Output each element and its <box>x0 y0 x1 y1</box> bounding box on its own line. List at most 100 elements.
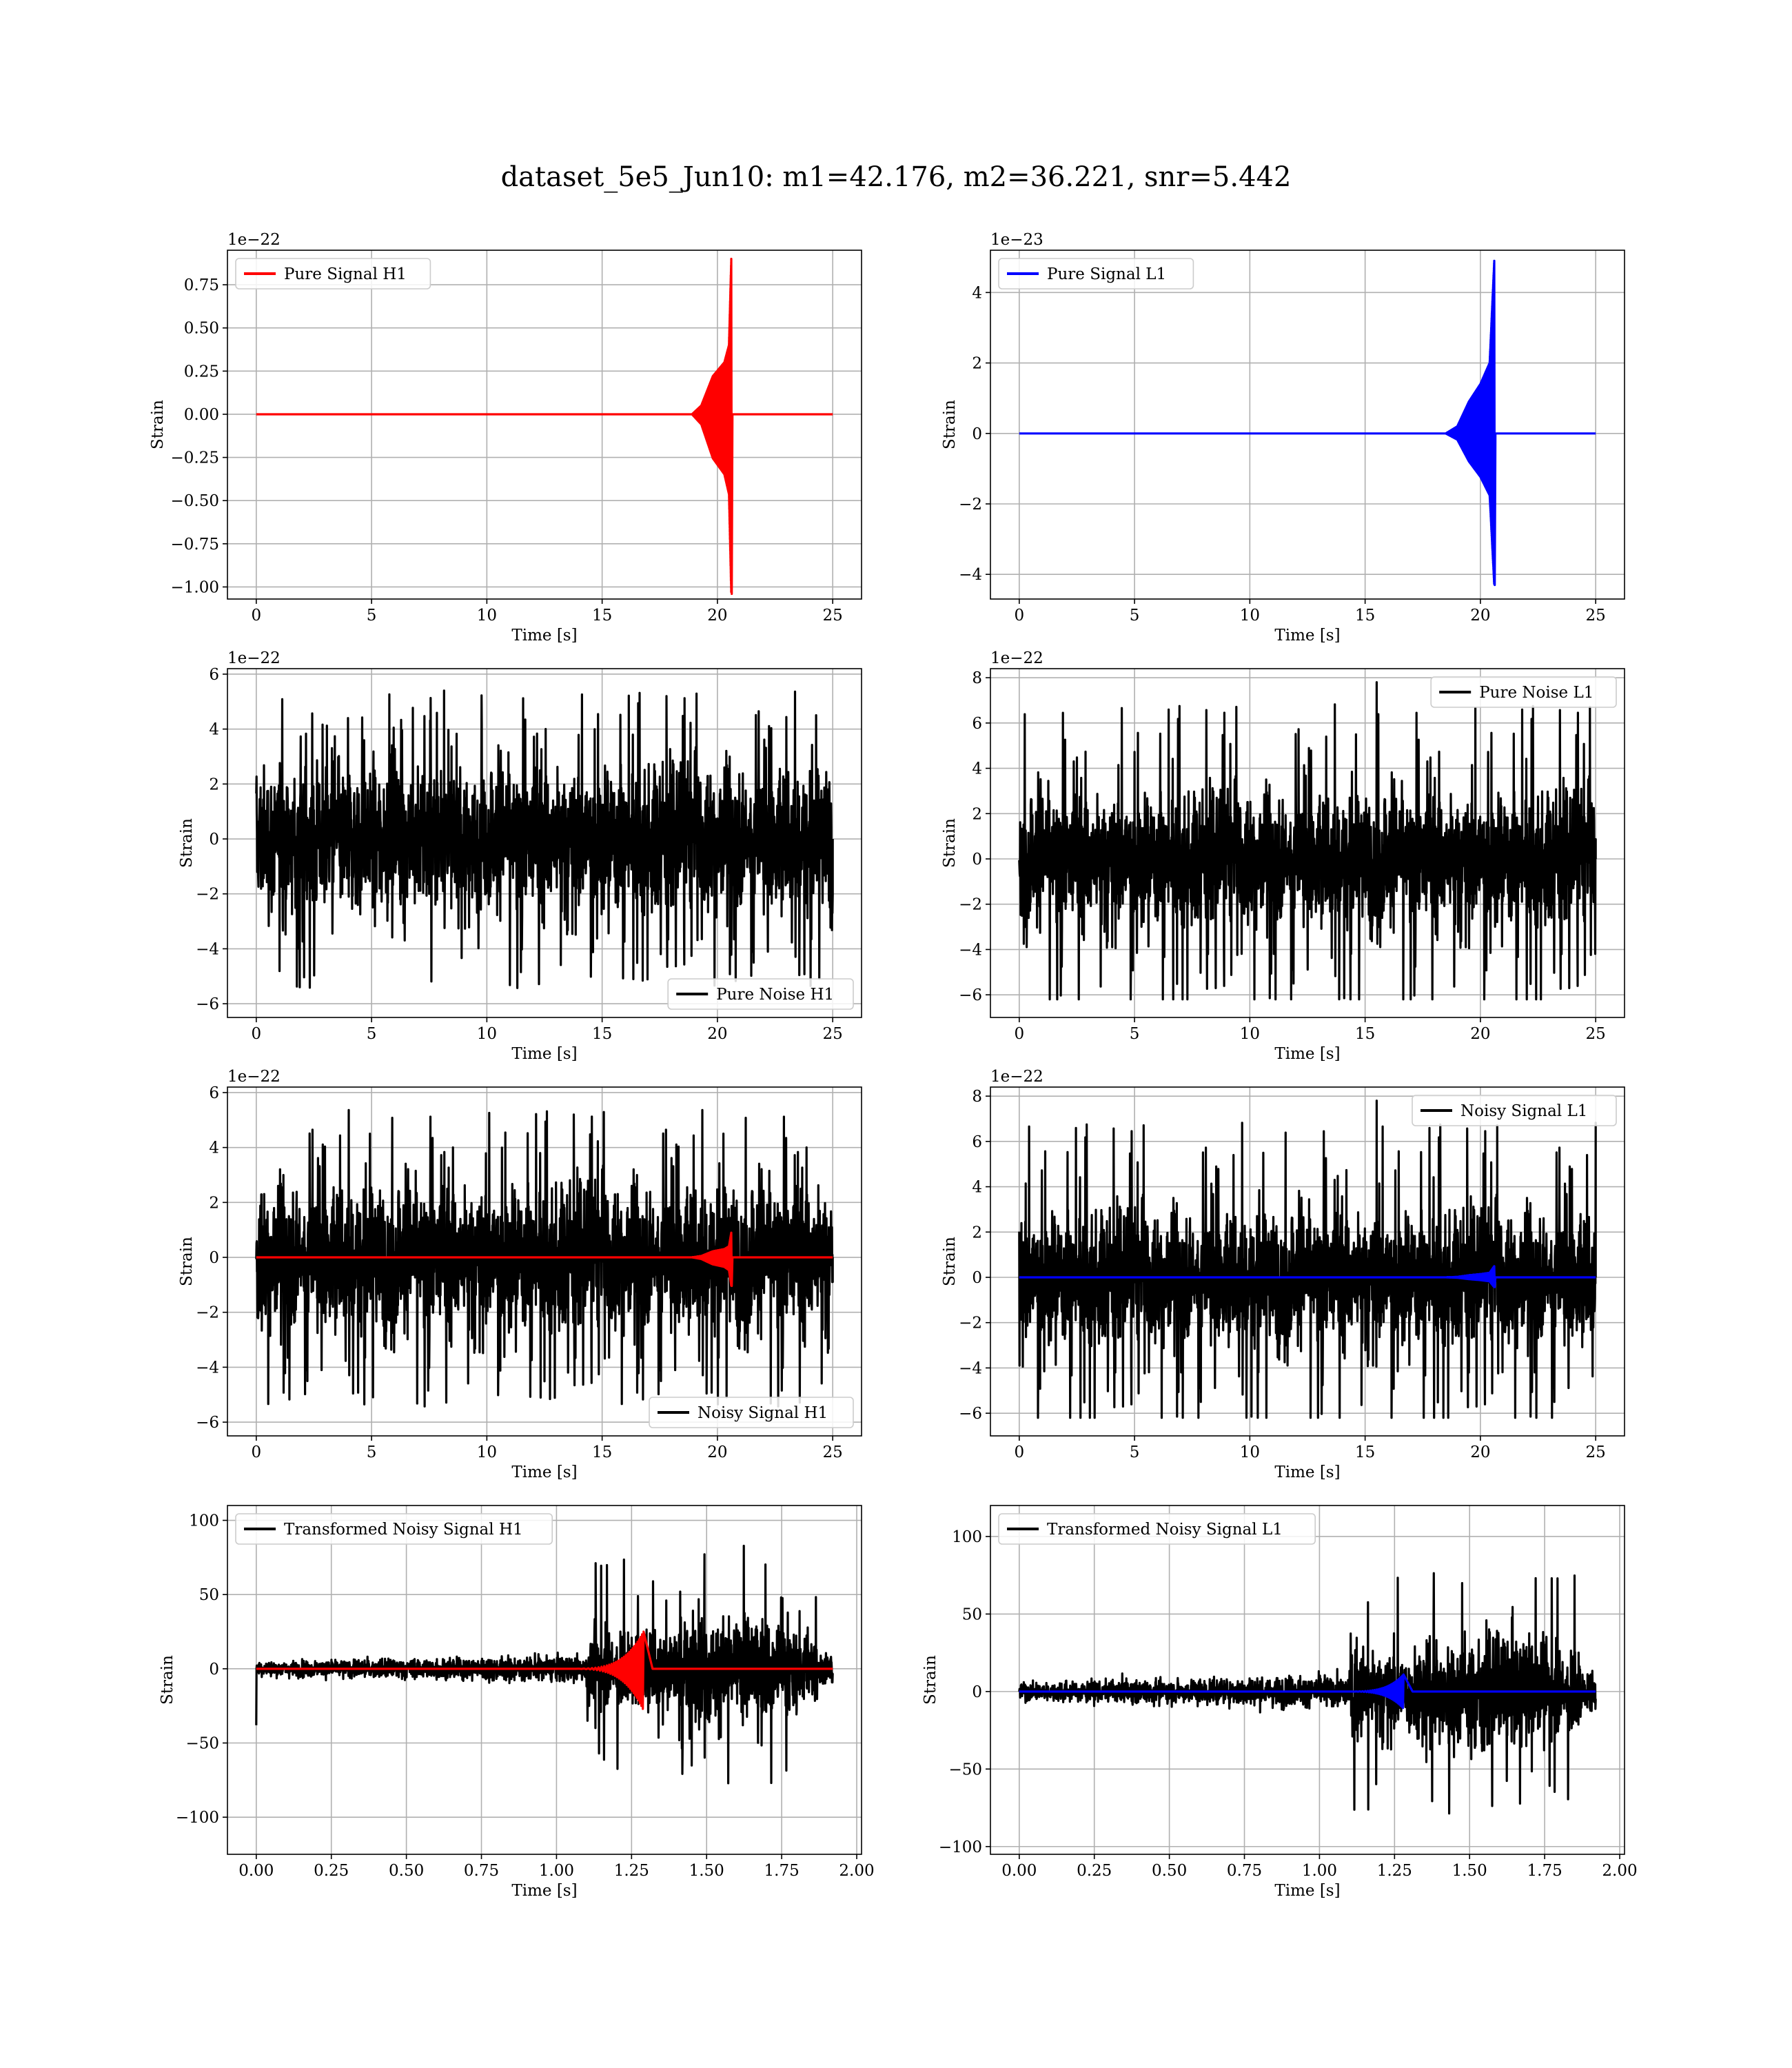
x-axis-label: Time [s] <box>511 1045 577 1063</box>
x-axis-label: Time [s] <box>511 1463 577 1481</box>
legend-box <box>1430 676 1617 708</box>
legend-label: Pure Signal H1 <box>284 265 407 283</box>
x-tick-label: 20 <box>707 1443 727 1461</box>
y-tick-label: 2 <box>209 1194 219 1212</box>
y-tick-label: −4 <box>196 940 219 958</box>
x-tick-label: 0.25 <box>1077 1862 1112 1880</box>
y-tick-label: 0 <box>972 851 982 869</box>
legend: Pure Signal H1 <box>235 258 431 290</box>
data-series <box>255 1544 834 1785</box>
y-tick-label: −2 <box>959 896 982 914</box>
series-line-pure-signal-l1 <box>1019 259 1596 587</box>
subplot-transformed-noisy-signal-h1: 0.00 0.25 0.50 0.75 1.00 1.25 1.50 1.75 2.00 −100… <box>159 1505 875 1900</box>
series-line-signal <box>1019 1265 1596 1288</box>
y-tick-label: 8 <box>972 669 982 687</box>
x-tick-label: 5 <box>1130 607 1140 625</box>
legend-box <box>235 1513 553 1545</box>
subplot-pure-noise-l1: 0 5 10 15 20 25 −6 −4 −2 0 2 4 6 8 Time [s] Strain 1e−22… <box>941 649 1625 1063</box>
y-tick-label: −50 <box>948 1761 982 1778</box>
x-tick-label: 0.00 <box>1001 1862 1037 1880</box>
y-tick-label: 100 <box>952 1528 982 1546</box>
x-tick-label: 0.50 <box>1152 1862 1187 1880</box>
x-tick-label: 0.25 <box>314 1862 349 1880</box>
data-series <box>1018 1572 1597 1815</box>
x-tick-label: 15 <box>592 1443 612 1461</box>
y-axis-label: Strain <box>149 400 167 449</box>
x-axis-label: Time [s] <box>1274 1045 1340 1063</box>
legend-box <box>667 978 854 1010</box>
axis-offset-text: 1e−23 <box>990 231 1043 249</box>
series-line-pure-noise-h1 <box>255 689 834 989</box>
axis-offset-text: 1e−22 <box>227 1068 281 1086</box>
x-tick-label: 10 <box>477 607 497 625</box>
tick-marks <box>223 1519 857 1859</box>
y-tick-label: −4 <box>196 1359 219 1377</box>
series-line-noise <box>1018 1572 1597 1815</box>
x-tick-label: 1.25 <box>614 1862 649 1880</box>
gridlines <box>990 250 1625 599</box>
x-tick-label: 0.75 <box>464 1862 499 1880</box>
y-tick-label: −2 <box>196 886 219 904</box>
legend: Transformed Noisy Signal L1 <box>998 1513 1316 1545</box>
data-series <box>255 1108 834 1408</box>
legend-label: Noisy Signal H1 <box>698 1404 828 1422</box>
y-tick-label: 8 <box>972 1088 982 1106</box>
tick-marks <box>986 1095 1596 1441</box>
subplot-pure-signal-l1: 0 5 10 15 20 25 −4 −2 0 2 4 Time [s] Strain 1e−23Pure… <box>941 231 1625 645</box>
axes-frame <box>990 1505 1625 1855</box>
series-line-signal <box>256 1231 833 1288</box>
legend: Noisy Signal L1 <box>1412 1095 1617 1126</box>
x-tick-label: 25 <box>823 1443 843 1461</box>
x-tick-label: 20 <box>1470 1443 1490 1461</box>
legend-box <box>998 1513 1316 1545</box>
series-line-signal <box>1019 1673 1596 1710</box>
legend-box <box>1412 1095 1617 1126</box>
legend-label: Pure Noise L1 <box>1479 684 1594 702</box>
y-tick-label: 4 <box>972 760 982 778</box>
y-axis-label: Strain <box>941 400 959 449</box>
y-tick-label: 50 <box>199 1586 219 1604</box>
y-tick-label: −100 <box>176 1809 219 1827</box>
tick-marks <box>223 673 833 1022</box>
legend-label: Pure Noise H1 <box>716 986 834 1004</box>
x-tick-label: 20 <box>1470 1025 1490 1043</box>
x-tick-label: 1.75 <box>764 1862 800 1880</box>
x-tick-label: 0 <box>251 1443 261 1461</box>
y-tick-label: −2 <box>196 1304 219 1322</box>
y-tick-label: 4 <box>972 284 982 302</box>
x-tick-label: 1.50 <box>689 1862 724 1880</box>
y-tick-label: −4 <box>959 1359 982 1377</box>
y-tick-label: 0.50 <box>184 320 219 338</box>
y-tick-label: 0.25 <box>184 363 219 381</box>
legend-box <box>235 258 431 290</box>
series-line-pure-noise-l1 <box>1018 681 1597 1001</box>
y-tick-label: 50 <box>962 1605 982 1623</box>
legend: Transformed Noisy Signal H1 <box>235 1513 553 1545</box>
subplot-pure-signal-h1: 0 5 10 15 20 25 −1.00 −0.75 −0.50 −0.25 0.00 0.25 0.… <box>149 231 862 645</box>
x-tick-label: 5 <box>367 1025 377 1043</box>
y-tick-label: −2 <box>959 496 982 514</box>
x-tick-label: 15 <box>1355 1443 1375 1461</box>
x-tick-label: 0 <box>1014 1443 1024 1461</box>
subplot-noisy-signal-l1: 0 5 10 15 20 25 −6 −4 −2 0 2 4 6 8 Time [s] Strain 1e−22… <box>941 1068 1625 1481</box>
x-tick-label: 25 <box>1586 1025 1606 1043</box>
legend-box <box>998 258 1194 290</box>
y-tick-label: −6 <box>959 986 982 1004</box>
y-tick-label: 2 <box>972 805 982 823</box>
x-tick-label: 1.75 <box>1527 1862 1562 1880</box>
y-tick-label: −100 <box>939 1838 982 1856</box>
axes-frame <box>990 250 1625 600</box>
x-tick-label: 0.50 <box>389 1862 424 1880</box>
x-axis-label: Time [s] <box>511 627 577 645</box>
gridlines <box>227 250 862 599</box>
x-axis-label: Time [s] <box>1274 627 1340 645</box>
x-tick-label: 25 <box>823 607 843 625</box>
legend-label: Noisy Signal L1 <box>1460 1102 1587 1120</box>
x-tick-label: 0.75 <box>1227 1862 1262 1880</box>
data-series <box>1018 681 1597 1001</box>
subplot-transformed-noisy-signal-l1: 0.00 0.25 0.50 0.75 1.00 1.25 1.50 1.75 2.00 −100… <box>922 1505 1638 1900</box>
axis-offset-text: 1e−22 <box>990 1068 1043 1086</box>
y-axis-label: Strain <box>941 818 959 868</box>
legend: Pure Noise L1 <box>1430 676 1617 708</box>
tick-marks <box>223 284 833 604</box>
